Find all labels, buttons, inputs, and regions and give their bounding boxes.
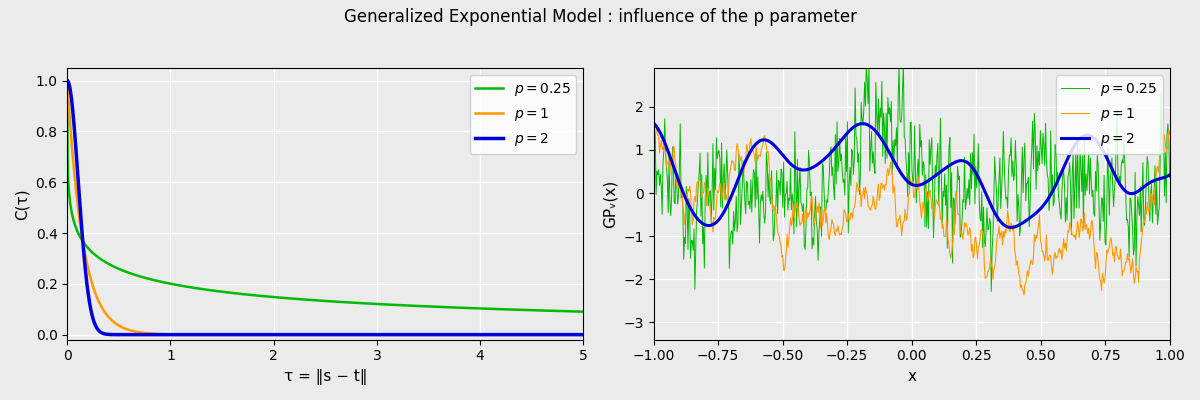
$p = 0.25$: [896, 60, 911, 64]
X-axis label: τ = ‖s − t‖: τ = ‖s − t‖: [283, 369, 367, 385]
$p = 1$: [576, 332, 590, 337]
$p = 0.25$: [1163, 175, 1177, 180]
$p = 0.25$: [647, 114, 661, 118]
Legend: $p = 0.25$, $p = 1$, $p = 2$: $p = 0.25$, $p = 1$, $p = 2$: [1056, 75, 1163, 154]
$p = 0.25$: [298, 297, 312, 302]
$p = 2$: [298, 332, 312, 337]
$p = 0.25$: [779, 192, 793, 196]
Line: $p = 0.25$: $p = 0.25$: [654, 62, 1170, 292]
$p = 0.25$: [1037, 143, 1051, 148]
$p = 2$: [576, 332, 590, 337]
$p = 2$: [60, 78, 74, 83]
$p = 1$: [779, 249, 793, 254]
$p = 1$: [467, 332, 481, 337]
Line: $p = 2$: $p = 2$: [67, 81, 583, 335]
$p = 1$: [950, 212, 965, 216]
$p = 2$: [86, 318, 101, 323]
$p = 2$: [991, 216, 1006, 221]
$p = 0.25$: [984, 289, 998, 294]
Y-axis label: C(τ): C(τ): [16, 188, 30, 220]
Legend: $p = 0.25$, $p = 1$, $p = 2$: $p = 0.25$, $p = 1$, $p = 2$: [469, 75, 576, 154]
$p = 1$: [311, 332, 325, 337]
$p = 2$: [482, 332, 497, 337]
$p = 2$: [738, 160, 752, 165]
$p = 1$: [738, 157, 752, 162]
$p = 0.25$: [562, 309, 576, 314]
$p = 0.25$: [880, 156, 894, 160]
$p = 2$: [562, 332, 576, 337]
X-axis label: x: x: [907, 369, 916, 384]
$p = 2$: [1036, 204, 1050, 208]
$p = 1$: [647, 118, 661, 122]
$p = 1$: [1036, 249, 1050, 254]
$p = 0.25$: [992, 156, 1007, 160]
$p = 1$: [560, 332, 575, 337]
$p = 2$: [467, 332, 481, 337]
Line: $p = 0.25$: $p = 0.25$: [67, 81, 583, 312]
$p = 2$: [880, 146, 894, 150]
Y-axis label: GPᵥ(x): GPᵥ(x): [602, 180, 618, 228]
$p = 1$: [991, 232, 1006, 236]
$p = 0.25$: [952, 178, 966, 182]
$p = 1$: [60, 78, 74, 83]
Line: $p = 1$: $p = 1$: [654, 120, 1170, 295]
$p = 0.25$: [560, 309, 575, 314]
$p = 2$: [950, 159, 965, 164]
$p = 0.25$: [738, 199, 752, 204]
$p = 1$: [298, 332, 312, 337]
$p = 2$: [562, 332, 576, 337]
$p = 2$: [1004, 225, 1019, 230]
Line: $p = 2$: $p = 2$: [654, 123, 1170, 228]
$p = 0.25$: [60, 78, 74, 83]
$p = 1$: [1163, 132, 1177, 136]
Text: Generalized Exponential Model : influence of the p parameter: Generalized Exponential Model : influenc…: [343, 8, 857, 26]
$p = 0.25$: [467, 306, 481, 311]
$p = 2$: [311, 332, 325, 337]
Line: $p = 1$: $p = 1$: [67, 81, 583, 335]
$p = 1$: [880, 170, 894, 175]
$p = 2$: [1163, 172, 1177, 177]
$p = 0.25$: [311, 298, 325, 303]
$p = 0.25$: [86, 251, 101, 256]
$p = 2$: [647, 121, 661, 126]
$p = 1$: [562, 332, 576, 337]
$p = 1$: [1016, 293, 1031, 298]
$p = 1$: [86, 286, 101, 291]
$p = 0.25$: [576, 309, 590, 314]
$p = 2$: [779, 157, 793, 162]
